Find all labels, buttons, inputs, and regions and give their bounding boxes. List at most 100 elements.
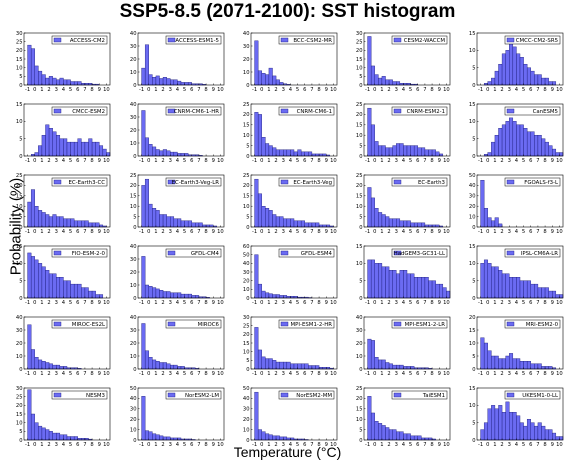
x-tick-label: 8: [430, 158, 433, 164]
x-tick-label: 3: [169, 229, 172, 235]
x-tick-label: 1: [380, 229, 383, 235]
x-tick-label: -1: [252, 87, 257, 93]
histogram-bar: [381, 145, 386, 157]
histogram-bar: [148, 286, 153, 299]
histogram-bar: [435, 151, 440, 157]
y-tick-label: 50: [469, 173, 476, 179]
histogram-bar: [279, 436, 284, 441]
histogram-bar: [494, 217, 499, 228]
legend-patch: [280, 37, 289, 43]
x-tick-label: 7: [536, 300, 539, 306]
histogram-bar: [272, 294, 277, 299]
histogram-bar: [487, 81, 492, 86]
x-tick-label: 9: [325, 158, 328, 164]
x-tick-label: 0: [373, 442, 376, 448]
y-tick-label: 5: [472, 65, 475, 71]
histogram-bar: [155, 288, 160, 299]
y-tick-label: 10: [130, 141, 137, 147]
x-tick-label: 3: [282, 442, 285, 448]
histogram-bar: [483, 259, 488, 299]
x-tick-label: -1: [365, 371, 370, 377]
histogram-bar: [268, 293, 273, 299]
x-tick-label: 1: [380, 300, 383, 306]
histogram-bar: [45, 77, 50, 86]
histogram-bar: [70, 436, 75, 441]
y-tick-label: 40: [356, 315, 363, 321]
x-tick-label: 2: [500, 371, 503, 377]
x-tick-label: 8: [430, 300, 433, 306]
x-tick-label: 6: [303, 300, 306, 306]
y-tick-label: 25: [243, 173, 250, 179]
histogram-bar: [512, 277, 517, 299]
histogram-bar: [48, 273, 53, 299]
histogram-bar: [144, 284, 149, 299]
y-tick-label: 10: [469, 341, 476, 347]
histogram-bar: [388, 429, 393, 441]
legend-label: CMCC-ESM2: [72, 109, 105, 115]
x-tick-label: 4: [176, 300, 180, 306]
x-tick-label: 8: [90, 300, 93, 306]
histogram-bar: [548, 145, 553, 157]
histogram-bar: [141, 110, 146, 157]
legend-box: [51, 35, 108, 45]
x-tick-label: 10: [217, 158, 224, 164]
x-tick-label: -1: [365, 158, 370, 164]
histogram-bar: [254, 327, 259, 370]
x-tick-label: 1: [267, 442, 270, 448]
x-tick-label: 10: [443, 87, 450, 93]
histogram-bar: [544, 77, 549, 86]
x-tick-label: 6: [76, 300, 79, 306]
histogram-bar: [491, 405, 496, 441]
histogram-bar: [257, 349, 262, 370]
y-tick-label: 5: [472, 420, 475, 426]
histogram-bar: [27, 201, 32, 228]
x-tick-label: 6: [416, 158, 419, 164]
x-tick-label: 8: [543, 87, 546, 93]
x-tick-label: 5: [522, 87, 525, 93]
x-tick-label: 5: [296, 158, 299, 164]
histogram-bar: [548, 290, 553, 299]
y-tick-label: 15: [469, 386, 476, 392]
legend-box: [51, 390, 108, 400]
y-tick-label: 5: [19, 429, 22, 435]
x-tick-label: 6: [529, 87, 532, 93]
x-tick-label: 10: [330, 371, 337, 377]
histogram-bar: [141, 185, 146, 228]
histogram-bar: [177, 437, 182, 441]
histogram-bar: [283, 361, 288, 370]
histogram-bar: [52, 432, 57, 441]
histogram-bar: [378, 77, 383, 86]
histogram-bar: [268, 67, 273, 86]
legend-patch: [393, 179, 402, 185]
x-tick-label: 9: [98, 87, 101, 93]
histogram-bar: [428, 149, 433, 157]
legend-box: [278, 319, 335, 329]
legend-patch: [167, 250, 176, 256]
x-tick-label: 7: [310, 87, 313, 93]
x-tick-label: 0: [373, 87, 376, 93]
x-tick-label: 0: [33, 300, 36, 306]
histogram-bar: [315, 153, 320, 157]
y-tick-label: 0: [246, 438, 249, 444]
x-tick-label: 0: [260, 442, 263, 448]
y-tick-label: 50: [243, 386, 250, 392]
x-tick-label: -1: [365, 300, 370, 306]
y-tick-label: 30: [130, 115, 137, 121]
x-tick-label: 4: [289, 229, 293, 235]
histogram-bar: [290, 218, 295, 228]
x-tick-label: 4: [289, 371, 293, 377]
x-tick-label: 10: [443, 442, 450, 448]
histogram-bar: [272, 435, 277, 441]
x-tick-label: 5: [409, 300, 412, 306]
x-tick-label: 9: [325, 371, 328, 377]
x-tick-label: 0: [260, 87, 263, 93]
x-tick-label: 7: [536, 442, 539, 448]
x-tick-label: 2: [161, 300, 164, 306]
x-tick-label: 9: [98, 442, 101, 448]
legend-label: ACCESS-CM2: [70, 38, 105, 44]
histogram-bar: [159, 435, 164, 441]
histogram-bar: [155, 149, 160, 157]
histogram-bar: [381, 76, 386, 86]
x-tick-label: 5: [409, 371, 412, 377]
